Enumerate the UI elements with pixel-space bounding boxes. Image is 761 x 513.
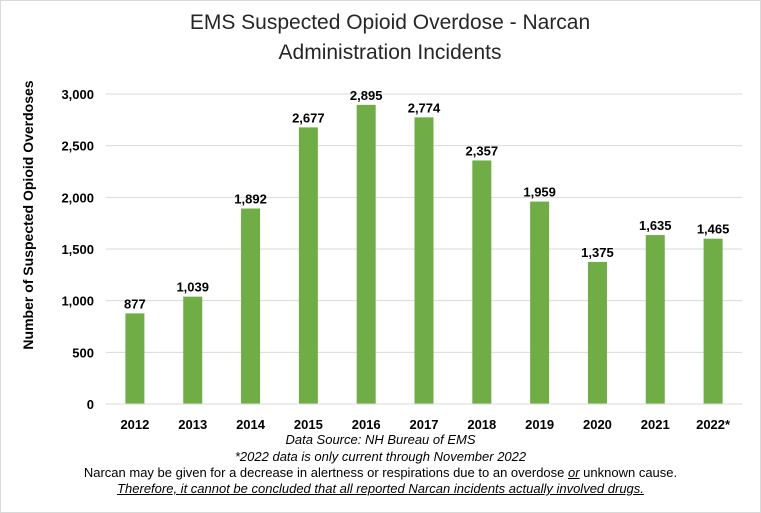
y-tick-label: 3,000 [61,87,94,102]
bar [472,160,492,404]
y-tick-label: 1,500 [61,242,94,257]
x-tick-label: 2022* [696,417,731,432]
data-label: 2,357 [466,143,499,158]
y-tick-label: 2,000 [61,190,94,205]
data-label: 1,039 [176,280,209,295]
data-label: 1,465 [697,222,730,237]
bar [298,127,318,405]
x-tick-label: 2016 [352,417,381,432]
y-tick-label: 1,000 [61,294,94,309]
bar [241,208,261,404]
y-tick-label: 2,500 [61,139,94,154]
footnote-conclusion: Therefore, it cannot be concluded that a… [117,481,644,496]
bar [645,235,665,404]
footnote-narcan-or: or [568,465,580,480]
bar [587,261,607,404]
x-tick-label: 2020 [583,417,612,432]
footnote-narcan: Narcan may be given for a decrease in al… [0,465,761,481]
footnote-narcan-part-2: unknown cause. [579,465,678,480]
x-tick-label: 2018 [467,417,496,432]
x-tick-label: 2019 [525,417,554,432]
data-label: 1,375 [581,245,614,260]
footnote-narcan-part-1: Narcan may be given for a decrease in al… [83,465,568,480]
x-tick-label: 2012 [120,417,149,432]
data-label: 1,959 [523,185,556,200]
bar [530,201,550,404]
data-label: 2,895 [350,88,383,103]
bar [414,117,434,404]
x-tick-label: 2017 [410,417,439,432]
data-source-note: Data Source: NH Bureau of EMS [285,432,476,447]
y-tick-label: 0 [87,397,94,412]
x-tick-label: 2015 [294,417,323,432]
x-tick-label: 2013 [178,417,207,432]
bar [125,313,145,404]
x-tick-label: 2014 [236,417,266,432]
data-label: 1,892 [234,191,267,206]
chart-title-line-1: EMS Suspected Opioid Overdose - Narcan [189,11,591,34]
data-label: 2,774 [408,100,441,115]
footnote-2022: *2022 data is only current through Novem… [234,449,527,464]
data-label: 2,677 [292,110,325,125]
data-label: 1,635 [639,218,672,233]
bar [183,296,203,404]
x-tick-label: 2021 [641,417,670,432]
bar [356,104,376,404]
chart-title-line-2: Administration Incidents [278,41,502,64]
y-tick-label: 500 [72,345,94,360]
bar [703,238,723,404]
data-label: 877 [124,296,146,311]
